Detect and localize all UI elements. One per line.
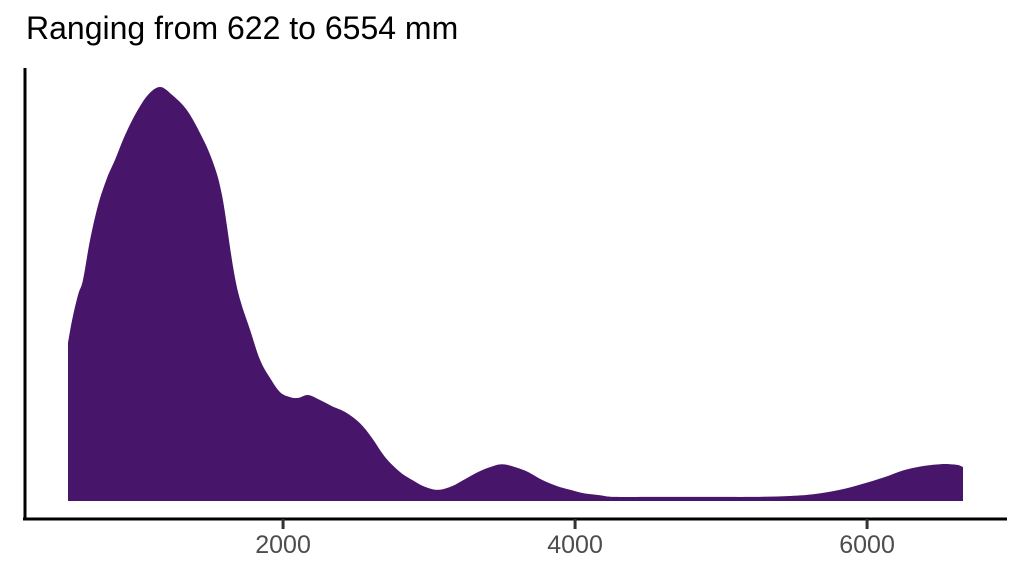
density-area (68, 87, 963, 501)
x-tick-label: 4000 (547, 531, 603, 559)
x-tick-label: 6000 (839, 531, 895, 559)
chart-title: Ranging from 622 to 6554 mm (26, 10, 459, 46)
x-tick-label: 2000 (255, 531, 311, 559)
